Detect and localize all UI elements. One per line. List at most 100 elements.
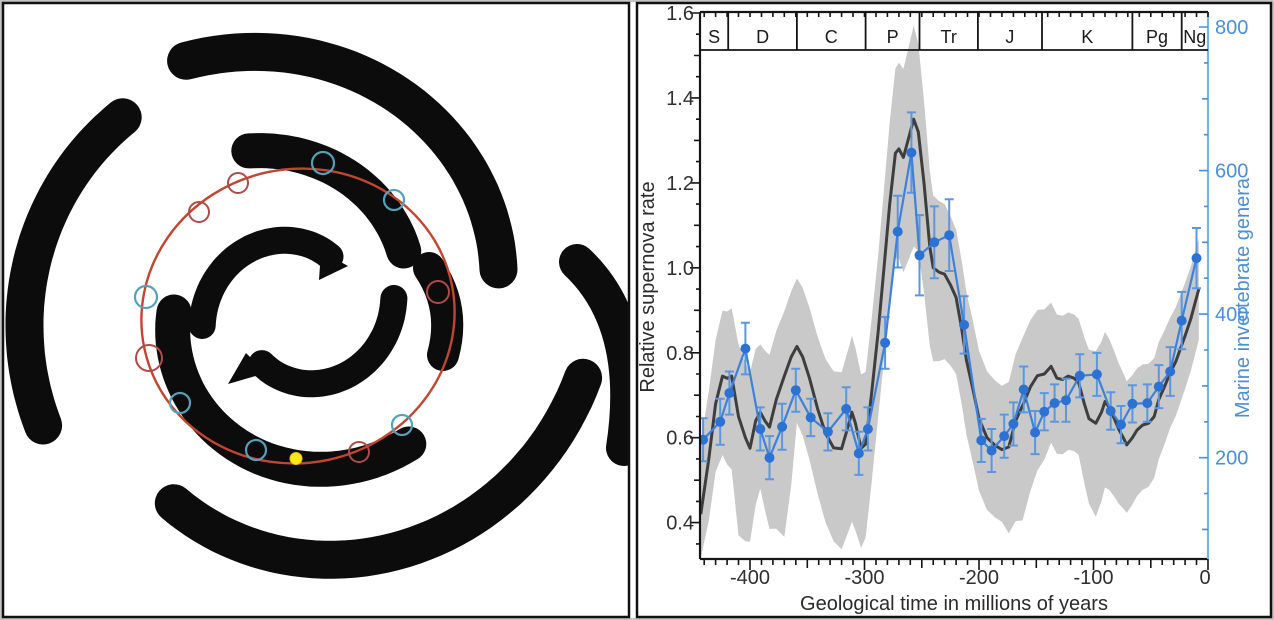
genera-point	[999, 431, 1010, 442]
spiral-arm	[167, 32, 518, 289]
galaxy-background	[4, 4, 628, 616]
chart-panel-border	[635, 1, 1273, 619]
period-label-K: K	[1081, 27, 1093, 47]
supernova-marker-red	[188, 201, 210, 223]
y-left-tick-label: 0.4	[666, 513, 694, 535]
genera-point	[790, 385, 801, 396]
chart-panel: S D C P Tr J K Pg Ng -400 -300 -200 -100 0 0.4 0.6 0.8 1.…	[638, 3, 1270, 616]
period-label-J: J	[1005, 27, 1014, 47]
x-tick-label: -100	[1073, 567, 1113, 589]
genera-point	[986, 445, 997, 456]
galaxy-panel	[4, 4, 628, 616]
solar-orbit-path	[140, 167, 456, 465]
supernova-marker-teal	[382, 188, 406, 212]
genera-point	[880, 337, 891, 348]
spiral-arm	[231, 133, 422, 269]
genera-point	[822, 426, 833, 437]
genera-point	[805, 412, 816, 423]
genera-point	[1105, 406, 1116, 416]
spiral-arm	[5, 98, 142, 445]
period-label-D: D	[756, 27, 769, 47]
spiral-arm	[248, 285, 408, 398]
genera-point	[755, 424, 766, 434]
genera-point	[700, 434, 709, 445]
spiral-arm-fragment	[413, 252, 464, 371]
genera-point	[715, 416, 726, 427]
period-label-P: P	[887, 27, 899, 47]
y-right-tick-label: 600	[1215, 161, 1248, 183]
supernova-marker-teal	[244, 438, 268, 462]
genera-point	[1091, 369, 1102, 380]
x-tick-label: -200	[959, 567, 999, 589]
genera-point	[892, 226, 903, 237]
genera-point	[1176, 315, 1187, 326]
period-label-C: C	[825, 27, 838, 47]
sn-uncertainty-band	[700, 25, 1199, 558]
rotation-arrow-icon	[319, 251, 348, 280]
right-axis-ticks	[1199, 26, 1208, 531]
genera-point	[1191, 253, 1202, 264]
genera-point	[777, 421, 788, 432]
genera-point	[959, 319, 970, 330]
y-right-tick-label: 400	[1215, 304, 1248, 326]
genera-point	[1116, 419, 1126, 430]
supernova-marker-teal	[310, 150, 336, 176]
supernova-marker-red	[227, 172, 249, 194]
sun-marker	[289, 452, 303, 465]
genera-point	[862, 424, 873, 434]
genera-point	[929, 237, 940, 248]
period-label-Tr: Tr	[941, 27, 957, 47]
genera-point	[906, 147, 917, 158]
genera-point	[1153, 381, 1164, 392]
genera-point	[841, 403, 852, 414]
y-left-axis-title: Relative supernova rate	[637, 181, 659, 392]
supernova-marker-red	[135, 344, 163, 372]
supernova-marker-teal	[168, 391, 192, 415]
genera-point	[914, 250, 925, 261]
y-right-axis-title: Marine invertebrate genera	[1232, 177, 1254, 418]
x-axis-title: Geological time in millions of years	[800, 593, 1108, 615]
spiral-arm-far-right	[559, 244, 628, 466]
axis-ticks	[690, 12, 1209, 570]
y-left-tick-label: 1.6	[666, 3, 694, 25]
genera-point	[724, 388, 735, 399]
genera-point	[976, 435, 987, 446]
spiral-arm	[155, 294, 427, 487]
galaxy-panel-border	[1, 1, 631, 619]
genera-point	[1127, 398, 1138, 409]
period-label-Pg: Pg	[1146, 27, 1168, 47]
y-left-tick-label: 1.0	[666, 258, 694, 280]
period-label-S: S	[708, 27, 720, 47]
y-left-tick-label: 0.8	[666, 343, 694, 365]
genera-point	[853, 448, 864, 459]
supernova-marker-red	[426, 280, 450, 304]
genera-point	[740, 343, 751, 354]
sn-rate-line	[700, 117, 1201, 515]
genera-point	[1018, 384, 1029, 395]
spiral-arm	[188, 226, 344, 339]
genera-point	[1061, 395, 1071, 406]
plot-area	[700, 25, 1202, 558]
supernova-marker-teal	[133, 284, 159, 310]
genera-point	[944, 230, 955, 241]
genera-point	[764, 452, 775, 463]
y-right-tick-label: 800	[1215, 17, 1248, 39]
y-left-tick-label: 1.2	[666, 173, 694, 195]
spiral-arm	[154, 358, 603, 579]
rotation-arrow-icon	[228, 353, 266, 384]
y-left-tick-label: 0.6	[666, 428, 694, 450]
supernova-marker-teal	[390, 413, 414, 437]
x-tick-label: -400	[730, 567, 770, 589]
genera-point	[1008, 418, 1019, 429]
genera-point	[1142, 398, 1153, 409]
supernova-marker-red	[348, 441, 370, 463]
genera-point	[1074, 370, 1085, 381]
x-tick-label: -300	[844, 567, 884, 589]
genera-point	[1165, 366, 1176, 377]
genera-point	[1039, 406, 1050, 417]
genera-point	[1049, 398, 1060, 409]
y-right-tick-label: 200	[1215, 448, 1248, 470]
